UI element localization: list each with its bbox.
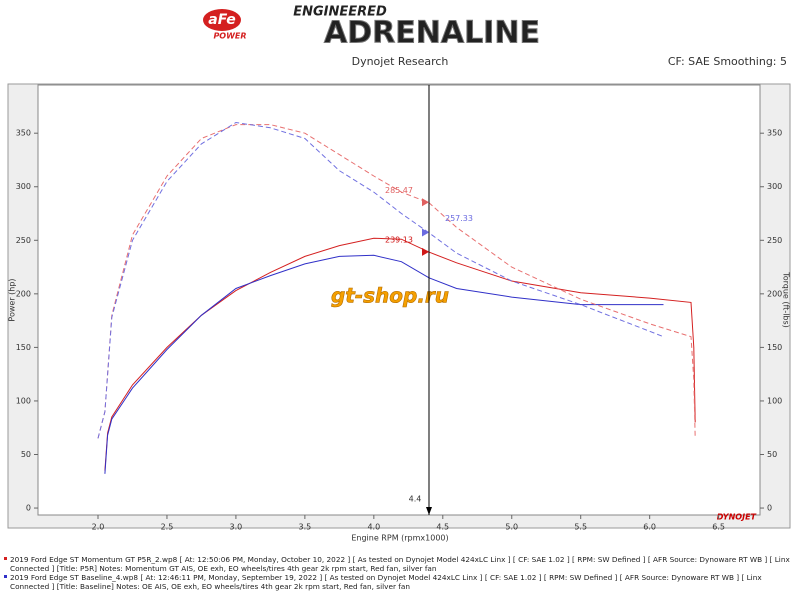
chart-title: Dynojet Research (352, 55, 449, 68)
y-tick-label: 0 (26, 504, 31, 513)
y-tick-label: 50 (21, 450, 31, 459)
legend-text: 2019 Ford Edge ST Baseline_4.wp8 [ At: 1… (10, 573, 762, 591)
y2-tick-label: 200 (767, 289, 782, 298)
y2-axis-label: Torque (ft-lbs) (782, 271, 791, 328)
y-tick-label: 200 (16, 289, 31, 298)
y2-tick-label: 300 (767, 182, 782, 191)
chart-subtitle: CF: SAE Smoothing: 5 (668, 55, 787, 68)
series-line (104, 237, 696, 471)
x-tick-label: 6.5 (712, 523, 725, 532)
y-tick-label: 150 (16, 343, 31, 352)
x-tick-label: 2.0 (92, 523, 105, 532)
header-title: ADRENALINE (324, 16, 540, 51)
watermark: gt-shop.ru (331, 284, 449, 308)
x-tick-label: 5.5 (574, 523, 587, 532)
y-axis-label: Power (hp) (8, 278, 17, 321)
annotation-marker (421, 247, 429, 256)
x-tick-label: 2.5 (161, 523, 174, 532)
logo-sub: POWER (213, 32, 246, 41)
y2-tick-label: 150 (767, 343, 782, 352)
y-tick-label: 250 (16, 236, 31, 245)
y2-tick-label: 50 (767, 450, 777, 459)
tagline: ENGINEERED (293, 5, 387, 20)
x-tick-label: 4.5 (436, 523, 449, 532)
y-tick-label: 100 (16, 396, 31, 405)
chart: aFe POWER ENGINEERED ADRENALINE Dynojet … (7, 5, 791, 543)
x-tick-label: 5.0 (505, 523, 518, 532)
logo-brand: aFe (208, 12, 235, 28)
annotation-label: 239.13 (385, 235, 413, 244)
cursor-label: 4.4 (409, 495, 422, 504)
legend-entry: 2019 Ford Edge ST Momentum GT P5R_2.wp8 … (4, 555, 796, 573)
y-tick-label: 350 (16, 129, 31, 138)
y-tick-label: 300 (16, 182, 31, 191)
plot-area (37, 84, 761, 516)
series-line (97, 124, 696, 439)
y2-tick-label: 100 (767, 396, 782, 405)
legend-text: 2019 Ford Edge ST Momentum GT P5R_2.wp8 … (10, 555, 790, 573)
cursor-arrow (425, 507, 432, 515)
maker-logo: DYNOJET (717, 513, 757, 522)
annotation-label: 257.33 (445, 214, 473, 223)
annotation-marker (421, 228, 429, 237)
logo-oval (203, 9, 241, 31)
legend-entry: 2019 Ford Edge ST Baseline_4.wp8 [ At: 1… (4, 573, 796, 591)
legend-swatch (4, 557, 7, 560)
legend: 2019 Ford Edge ST Momentum GT P5R_2.wp8 … (4, 555, 796, 591)
x-tick-label: 3.5 (299, 523, 312, 532)
x-tick-label: 3.0 (230, 523, 243, 532)
y2-tick-label: 250 (767, 236, 782, 245)
annotation-label: 285.47 (385, 186, 413, 195)
legend-swatch (4, 575, 7, 578)
series-line (97, 121, 664, 439)
y2-tick-label: 0 (767, 504, 772, 513)
x-tick-label: 6.0 (643, 523, 656, 532)
y2-tick-label: 350 (767, 129, 782, 138)
annotation-marker (421, 198, 429, 207)
x-tick-label: 4.0 (367, 523, 380, 532)
series-line (104, 254, 664, 474)
x-axis-label: Engine RPM (rpmx1000) (351, 534, 448, 543)
